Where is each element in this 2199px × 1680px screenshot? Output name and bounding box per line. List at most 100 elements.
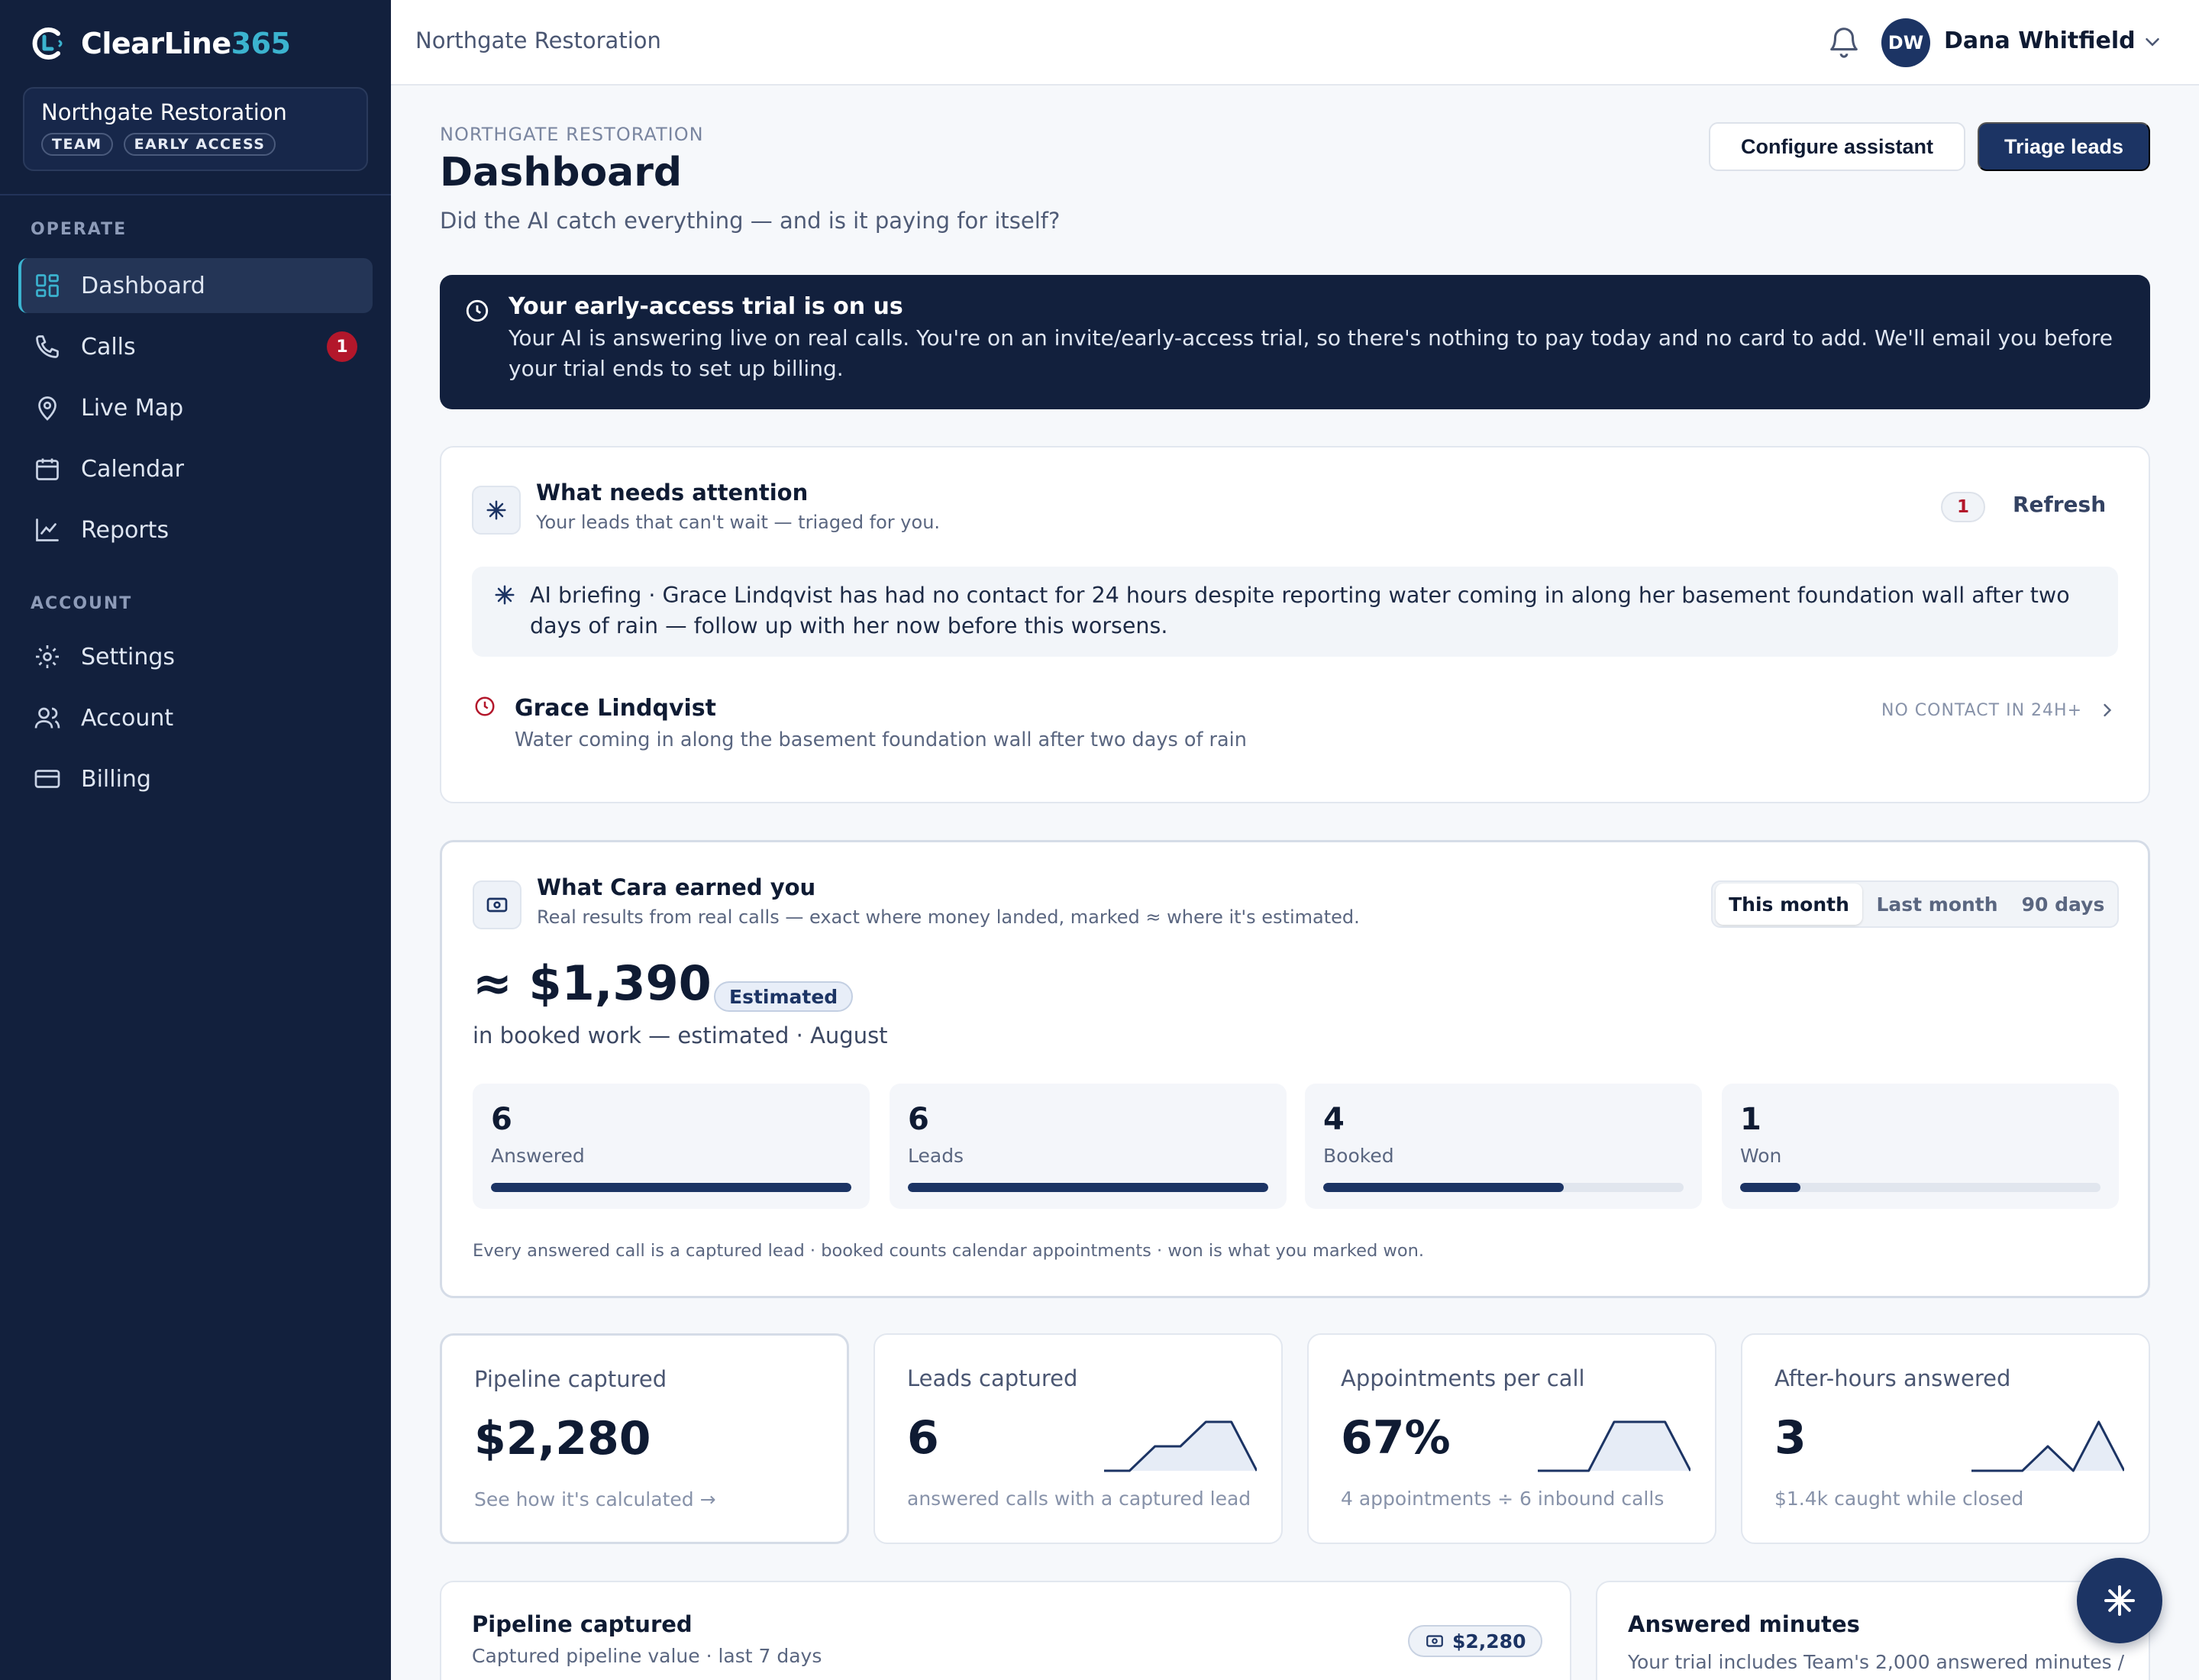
- metric-leads-captured: Leads captured 6 answered calls with a c…: [873, 1333, 1283, 1544]
- funnel-bar: [491, 1183, 851, 1192]
- phone-icon: [36, 335, 59, 358]
- clearline-logo-icon: [32, 27, 63, 60]
- earned-value: ≈ $1,390: [473, 955, 712, 1011]
- user-name[interactable]: Dana Whitfield: [1944, 27, 2136, 54]
- minutes-card-title: Answered minutes: [1628, 1611, 1860, 1637]
- funnel-bar: [1323, 1183, 1684, 1192]
- page-eyebrow: NORTHGATE RESTORATION: [440, 124, 704, 145]
- lead-status: NO CONTACT IN 24H+: [1881, 701, 2082, 720]
- triage-leads-button[interactable]: Triage leads: [1978, 122, 2150, 171]
- sidebar-item-calendar[interactable]: Calendar: [18, 441, 373, 496]
- sparkline-line: [1971, 1420, 2124, 1472]
- pipeline-card-subtitle: Captured pipeline value · last 7 days: [472, 1645, 822, 1667]
- calendar-icon: [36, 458, 59, 480]
- grid-icon: [36, 274, 59, 297]
- sidebar-item-billing[interactable]: Billing: [18, 751, 373, 806]
- minutes-card-subtitle: Your trial includes Team's 2,000 answere…: [1628, 1651, 2125, 1673]
- chevron-down-icon[interactable]: [2141, 31, 2164, 53]
- money-icon: [1426, 1635, 1443, 1647]
- credit-card-icon: [34, 770, 60, 788]
- range-90-days[interactable]: 90 days: [2021, 893, 2105, 916]
- sidebar-item-calls[interactable]: Calls 1: [18, 319, 373, 374]
- earned-caption: in booked work — estimated · August: [473, 1023, 888, 1048]
- funnel-note: Every answered call is a captured lead ·…: [473, 1241, 1424, 1261]
- topbar-org-name: Northgate Restoration: [415, 27, 661, 53]
- sidebar-item-label: Settings: [81, 643, 176, 670]
- sparkline: [1971, 1420, 2124, 1472]
- calculation-link[interactable]: See how it's calculated →: [474, 1488, 716, 1510]
- sparkline: [1538, 1420, 1690, 1472]
- org-name: Northgate Restoration: [41, 99, 287, 125]
- metric-label: Pipeline captured: [474, 1366, 667, 1392]
- sparkle-icon: [495, 585, 515, 605]
- trial-title: Your early-access trial is on us: [509, 293, 903, 320]
- sidebar-item-account[interactable]: Account: [18, 690, 373, 745]
- sparkline: [1104, 1420, 1257, 1472]
- metric-value: $2,280: [474, 1412, 651, 1465]
- sparkle-icon: [486, 500, 506, 520]
- sidebar-item-live-map[interactable]: Live Map: [18, 380, 373, 435]
- funnel-value: 1: [1740, 1102, 1761, 1137]
- metric-pipeline-captured[interactable]: Pipeline captured $2,280 See how it's ca…: [440, 1333, 849, 1544]
- metric-value: 6: [907, 1411, 939, 1465]
- org-switcher[interactable]: Northgate Restoration TEAM EARLY ACCESS: [23, 87, 368, 171]
- funnel-bar-fill: [908, 1183, 1268, 1192]
- sidebar-item-dashboard[interactable]: Dashboard: [18, 258, 373, 313]
- sidebar-item-label: Billing: [81, 765, 151, 793]
- funnel-bar-fill: [1740, 1183, 1800, 1192]
- sidebar-item-label: Reports: [81, 516, 170, 544]
- lead-description: Water coming in along the basement found…: [515, 729, 1247, 751]
- refresh-button[interactable]: Refresh: [2013, 492, 2107, 517]
- funnel-won: 1 Won: [1722, 1084, 2119, 1209]
- attention-title: What needs attention: [536, 480, 809, 506]
- range-last-month[interactable]: Last month: [1876, 893, 1998, 916]
- metric-footnote: 4 appointments ÷ 6 inbound calls: [1341, 1488, 1665, 1510]
- sidebar-item-label: Calendar: [81, 455, 184, 483]
- metric-footnote: answered calls with a captured lead: [907, 1488, 1251, 1510]
- sparkline-line: [1104, 1420, 1257, 1472]
- pipeline-total: $2,280: [1452, 1630, 1526, 1653]
- earned-card: What Cara earned you Real results from r…: [440, 840, 2150, 1298]
- lead-name[interactable]: Grace Lindqvist: [515, 695, 716, 722]
- sparkline-area: [1538, 1422, 1690, 1471]
- metric-label: Appointments per call: [1341, 1365, 1585, 1391]
- avatar[interactable]: DW: [1881, 18, 1930, 67]
- funnel-bar: [1740, 1183, 2101, 1192]
- clock-alert-icon: [475, 696, 495, 716]
- assistant-fab[interactable]: [2077, 1558, 2162, 1643]
- funnel-value: 6: [908, 1102, 929, 1137]
- funnel-label: Won: [1740, 1145, 1782, 1167]
- page-subtitle: Did the AI catch everything — and is it …: [440, 208, 1061, 234]
- estimated-badge: Estimated: [714, 981, 854, 1012]
- earned-icon-box: [473, 880, 521, 929]
- metric-label: Leads captured: [907, 1365, 1078, 1391]
- chevron-right-icon[interactable]: [2097, 699, 2118, 721]
- sidebar-item-settings[interactable]: Settings: [18, 629, 373, 684]
- sidebar-item-label: Live Map: [81, 394, 184, 422]
- funnel-label: Booked: [1323, 1145, 1394, 1167]
- topbar: Northgate Restoration DW Dana Whitfield: [391, 0, 2199, 86]
- gear-icon: [36, 645, 59, 668]
- pipeline-total-badge: $2,280: [1408, 1625, 1543, 1657]
- trial-body: Your AI is answering live on real calls.…: [509, 325, 2113, 381]
- app-logo[interactable]: ClearLine365: [29, 24, 291, 63]
- attention-card: What needs attention Your leads that can…: [440, 446, 2150, 803]
- bell-icon[interactable]: [1826, 24, 1862, 60]
- sidebar-item-reports[interactable]: Reports: [18, 502, 373, 557]
- funnel-bar-fill: [491, 1183, 851, 1192]
- users-icon: [34, 707, 60, 729]
- app-name: ClearLine365: [81, 27, 291, 60]
- earned-title: What Cara earned you: [537, 874, 816, 900]
- funnel-leads: 6 Leads: [890, 1084, 1287, 1209]
- range-selector: This month Last month 90 days: [1711, 880, 2119, 928]
- range-this-month[interactable]: This month: [1716, 884, 1862, 925]
- page-title: Dashboard: [440, 150, 683, 195]
- configure-assistant-button[interactable]: Configure assistant: [1709, 122, 1965, 171]
- answered-minutes-card: Answered minutes Your trial includes Tea…: [1596, 1581, 2150, 1680]
- funnel-label: Answered: [491, 1145, 585, 1167]
- ai-briefing: AI briefing · Grace Lindqvist has had no…: [472, 567, 2118, 657]
- earned-subtitle: Real results from real calls — exact whe…: [537, 906, 1360, 928]
- funnel-value: 6: [491, 1102, 512, 1137]
- metric-label: After-hours answered: [1774, 1365, 2011, 1391]
- metric-after-hours-answered: After-hours answered 3 $1.4k caught whil…: [1741, 1333, 2150, 1544]
